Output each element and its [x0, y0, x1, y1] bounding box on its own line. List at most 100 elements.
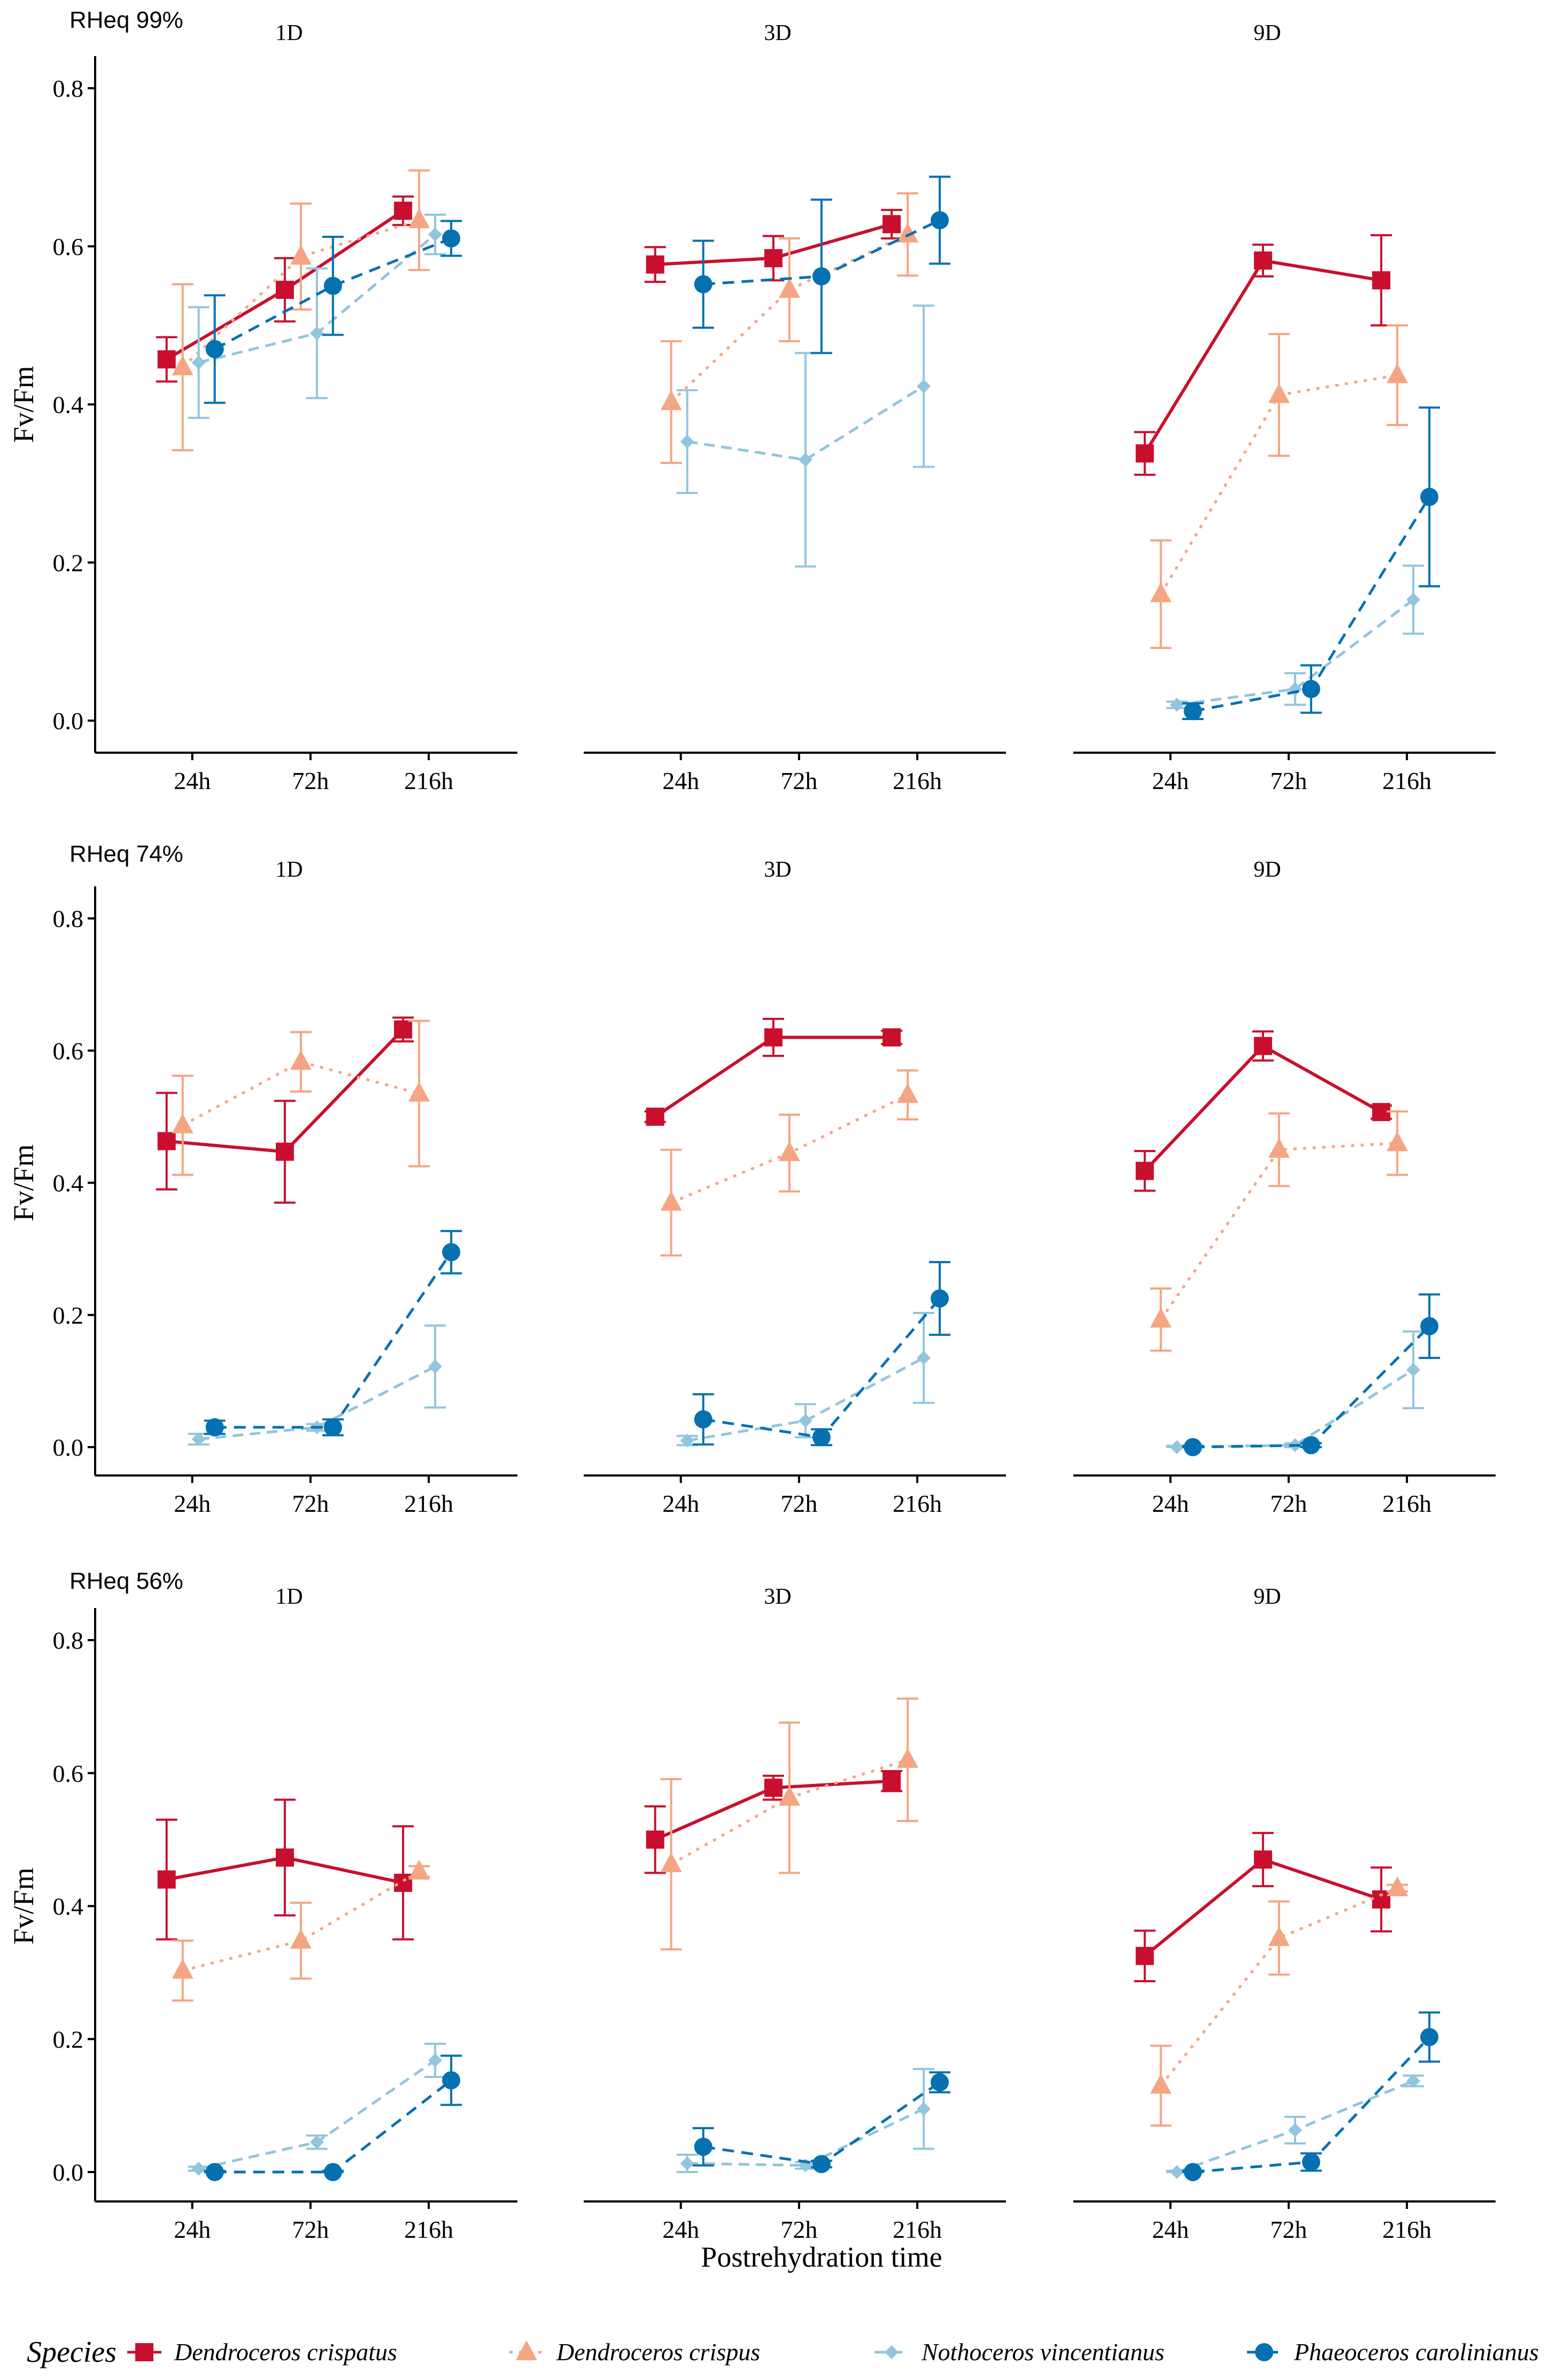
data-point [1268, 1926, 1290, 1946]
series [188, 2042, 446, 2176]
legend-item: Nothoceros vincentianus [874, 2338, 1164, 2366]
series-line [198, 2059, 436, 2170]
y-axis: 0.0 0.2 0.4 0.6 0.8 Fv/Fm [7, 1608, 96, 2201]
series [1182, 2011, 1441, 2181]
panel: 3D 24h 72h 216h [584, 1585, 1006, 2243]
data-point [1253, 251, 1272, 270]
data-point [897, 222, 919, 243]
x-tick-label: 72h [1270, 2216, 1307, 2243]
series [188, 213, 446, 419]
y-tick-label: 0.2 [53, 1302, 84, 1329]
legend-label: Phaeoceros carolinianus [1294, 2338, 1539, 2366]
series [172, 1859, 430, 2002]
data-point [646, 255, 664, 274]
data-point [1420, 1317, 1439, 1335]
data-point [1387, 363, 1408, 383]
data-point [172, 1959, 193, 1979]
data-point [917, 2101, 931, 2116]
panel-title: 9D [1253, 1585, 1281, 1609]
series [1166, 2074, 1424, 2179]
series [204, 2054, 462, 2181]
x-tick-label: 216h [893, 1490, 942, 1517]
data-point [1135, 444, 1154, 463]
series-line [198, 1365, 436, 1441]
x-tick-label: 24h [662, 767, 699, 794]
data-point [290, 1929, 312, 1949]
data-point [680, 1433, 694, 1448]
panel-title: 3D [764, 1585, 791, 1609]
data-point [157, 1132, 176, 1150]
data-point [882, 1772, 901, 1790]
data-point [1253, 1850, 1272, 1869]
legend: Species Dendroceros crispatus Dendroceros … [27, 2336, 1539, 2369]
data-point [408, 1859, 430, 1880]
data-point [897, 1748, 919, 1768]
panel: 3D 24h 72h 216h [584, 21, 1006, 794]
y-tick-label: 0.8 [53, 1627, 84, 1654]
data-point [764, 1779, 783, 1797]
series [1150, 1876, 1408, 2127]
data-point [172, 1113, 193, 1133]
series [692, 2071, 951, 2174]
data-point [1420, 2028, 1439, 2046]
data-point [323, 1418, 342, 1436]
y-axis: 0.0 0.2 0.4 0.6 0.8 Fv/Fm [7, 886, 96, 1475]
data-point [428, 227, 443, 242]
data-point [157, 1870, 176, 1889]
facet-row: RHeq 99% 0.0 0.2 0.4 0.6 0.8 Fv/Fm 1D 24h 72h 216h… [7, 7, 1496, 794]
data-point [1420, 488, 1439, 506]
data-point [442, 1243, 461, 1262]
y-tick-label: 0.6 [53, 1760, 84, 1787]
data-point [778, 278, 800, 298]
panel-title: 9D [1253, 857, 1281, 882]
x-tick-label: 72h [1270, 1490, 1307, 1517]
data-point [764, 249, 783, 267]
legend-item: Phaeoceros carolinianus [1247, 2338, 1539, 2366]
data-point [1288, 2123, 1302, 2137]
series [204, 220, 462, 404]
data-point [1170, 698, 1184, 712]
y-axis-title: Fv/Fm [7, 366, 40, 443]
data-point [660, 1852, 682, 1873]
data-point [660, 390, 682, 411]
series [644, 1017, 903, 1126]
x-tick-label: 24h [174, 1490, 211, 1517]
x-tick-label: 24h [1152, 2216, 1189, 2243]
x-tick-label: 216h [893, 767, 942, 794]
data-point [1150, 582, 1172, 602]
data-point [408, 208, 430, 228]
series-line [687, 385, 925, 461]
x-tick-label: 216h [1382, 2216, 1431, 2243]
data-point [323, 276, 342, 295]
series-line [182, 1870, 420, 1972]
series [660, 1069, 919, 1257]
series [1166, 1330, 1424, 1454]
series [676, 1312, 935, 1448]
series-line [1176, 598, 1414, 706]
panel-title: 1D [275, 21, 303, 45]
data-point [309, 2135, 324, 2150]
data-point [191, 1432, 206, 1447]
series [692, 175, 951, 354]
series [156, 1798, 414, 1941]
data-point [275, 1142, 294, 1161]
data-point [408, 1081, 430, 1102]
x-tick-label: 72h [292, 2216, 329, 2243]
series [172, 1019, 430, 1176]
facet-row: RHeq 56% 0.0 0.2 0.4 0.6 0.8 Fv/Fm 1D 24h 72h 216h… [7, 1568, 1496, 2243]
data-point [646, 1107, 664, 1126]
data-point [1170, 2165, 1184, 2179]
series-line [214, 237, 452, 351]
panel-title: 1D [275, 1585, 303, 1609]
data-point [309, 326, 324, 341]
series [692, 1261, 951, 1447]
y-tick-label: 0.2 [53, 2026, 84, 2053]
data-point [694, 275, 713, 293]
data-point [694, 1410, 713, 1429]
series-line [1159, 1141, 1398, 1320]
data-point [172, 355, 193, 375]
legend-item: Dendroceros crispus [509, 2338, 760, 2366]
data-point [1302, 2153, 1320, 2172]
data-point [812, 267, 831, 285]
